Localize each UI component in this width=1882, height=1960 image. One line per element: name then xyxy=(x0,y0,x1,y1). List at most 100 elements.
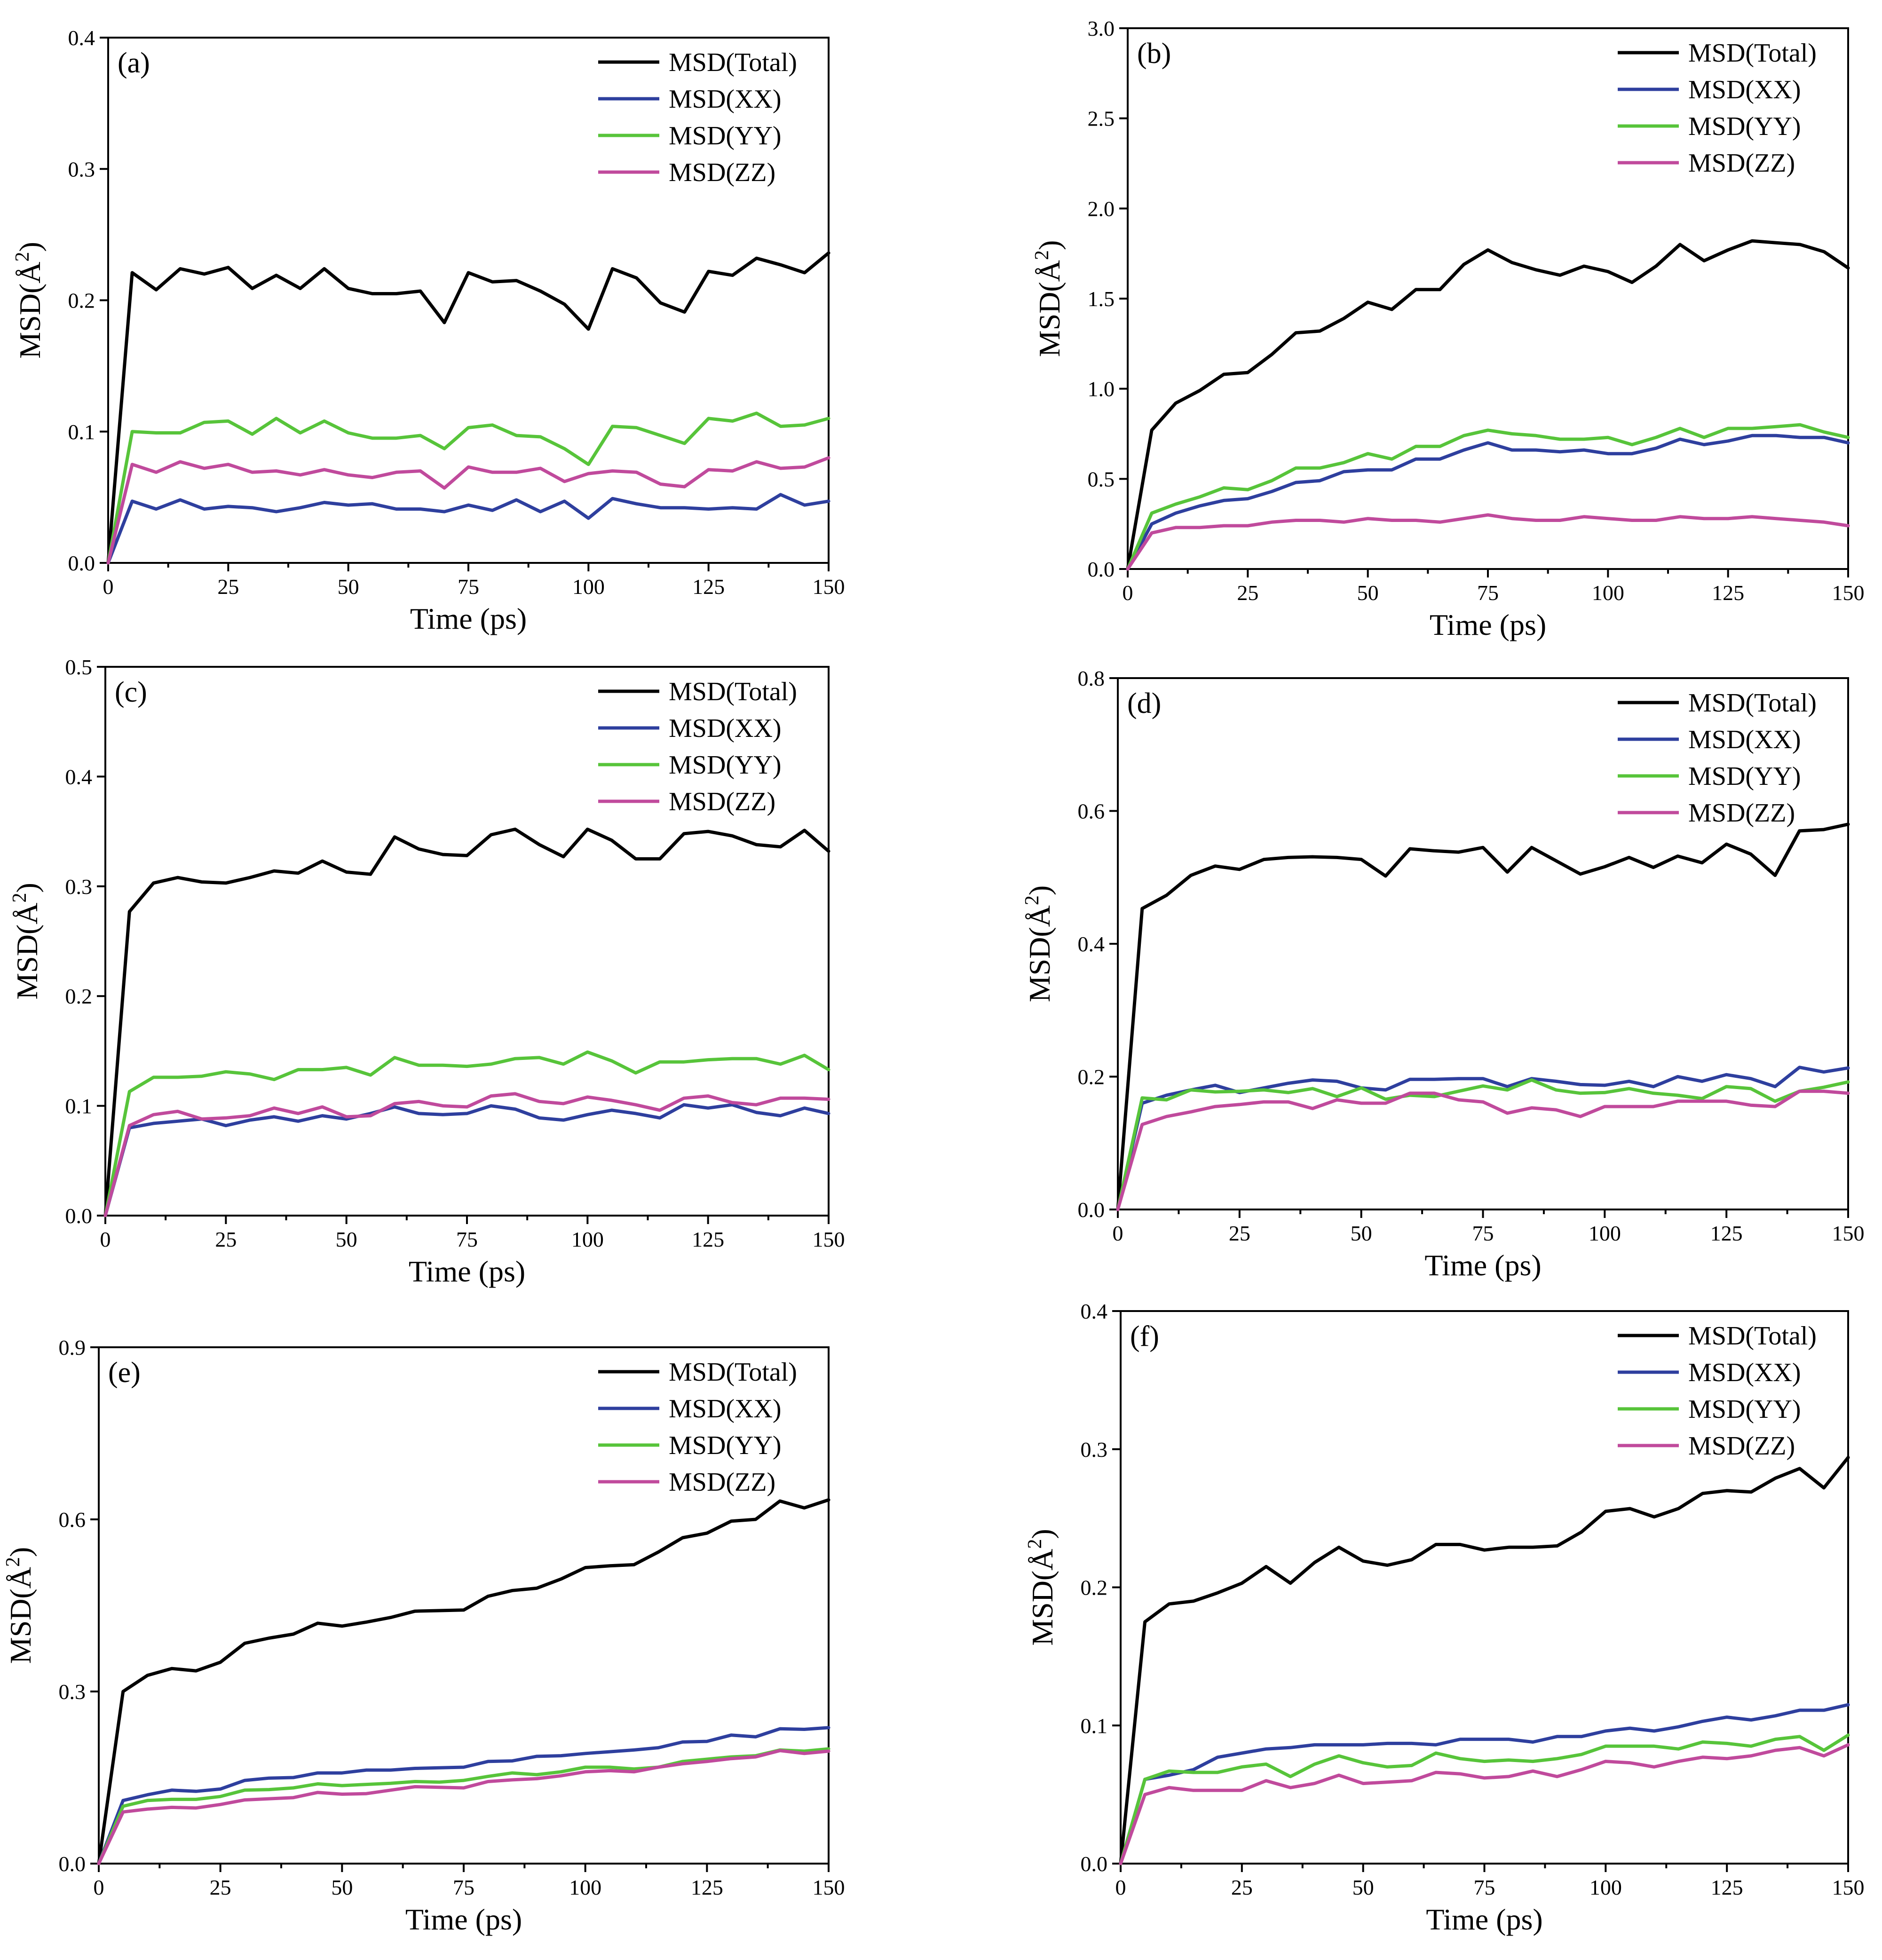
x-tick-label: 50 xyxy=(1351,1221,1372,1245)
x-tick-label: 150 xyxy=(1832,1221,1865,1245)
x-tick-label: 50 xyxy=(1357,581,1379,605)
y-tick-label: 0.0 xyxy=(65,1204,93,1228)
x-tick-label: 25 xyxy=(1229,1221,1250,1245)
legend-label-total: MSD(Total) xyxy=(669,677,797,706)
series-line-zz xyxy=(1119,1743,1850,1865)
y-axis-title: MSD(Å2) xyxy=(1021,885,1056,1003)
y-tick-label: 0.4 xyxy=(68,26,95,50)
series-line-xx xyxy=(97,1726,830,1865)
y-axis-title-main: MSD(Å xyxy=(10,903,44,1000)
panel-a: 0 25 50 75 100 125 150 0.0 0.1 0.2 0.3 0.4 Time (ps)… xyxy=(12,26,845,635)
x-tick-label: 50 xyxy=(331,1875,353,1899)
plot-frame xyxy=(104,666,830,1217)
y-axis-title-superscript: 2 xyxy=(1031,250,1053,260)
y-axis-title-end: ) xyxy=(13,242,47,252)
legend: MSD(Total) MSD(XX) MSD(YY) MSD(ZZ) xyxy=(598,1358,797,1497)
x-tick-label: 150 xyxy=(813,1875,845,1899)
x-axis-title: Time (ps) xyxy=(1426,1903,1542,1936)
series-line-total xyxy=(103,827,830,1217)
y-axis-title-end: ) xyxy=(1033,240,1066,250)
legend: MSD(Total) MSD(XX) MSD(YY) MSD(ZZ) xyxy=(598,48,797,187)
x-tick-label: 0 xyxy=(103,575,114,599)
legend-label-zz: MSD(ZZ) xyxy=(1688,798,1795,828)
legend-label-xx: MSD(XX) xyxy=(1688,75,1801,104)
series-line-total xyxy=(1119,1455,1850,1865)
x-tick-label: 25 xyxy=(210,1875,231,1899)
legend-label-xx: MSD(XX) xyxy=(1688,1358,1801,1387)
y-axis-title-end: ) xyxy=(10,883,44,893)
y-axis-title-superscript: 2 xyxy=(12,252,33,262)
x-tick-label: 150 xyxy=(1832,1875,1865,1899)
x-tick-label: 125 xyxy=(692,575,725,599)
legend-label-yy: MSD(YY) xyxy=(1688,762,1801,791)
series-line-yy xyxy=(97,1747,830,1865)
y-axis-title: MSD(Å2) xyxy=(2,1547,37,1664)
x-tick-label: 150 xyxy=(813,575,845,599)
series-line-zz xyxy=(103,1092,830,1217)
x-tick-label: 0 xyxy=(1123,581,1133,605)
series-line-xx xyxy=(106,493,830,565)
y-axis-title-main: MSD(Å xyxy=(1026,1549,1059,1646)
series-line-zz xyxy=(97,1749,830,1865)
x-tick-label: 25 xyxy=(217,575,239,599)
plot-frame xyxy=(107,37,830,564)
x-tick-label: 75 xyxy=(453,1875,474,1899)
x-tick-label: 75 xyxy=(1472,1221,1494,1245)
series-line-yy xyxy=(106,411,830,565)
y-tick-label: 0.0 xyxy=(59,1852,86,1876)
y-tick-label: 3.0 xyxy=(1088,16,1115,40)
x-tick-label: 25 xyxy=(1237,581,1258,605)
x-tick-label: 50 xyxy=(338,575,359,599)
y-axis-title: MSD(Å2) xyxy=(1031,240,1066,357)
y-axis-title-superscript: 2 xyxy=(1024,1539,1046,1549)
legend-label-yy: MSD(YY) xyxy=(669,1431,782,1460)
y-tick-label: 0.9 xyxy=(59,1336,86,1359)
y-tick-label: 1.0 xyxy=(1088,377,1115,401)
x-tick-label: 100 xyxy=(1589,1221,1621,1245)
y-tick-label: 0.2 xyxy=(68,289,95,313)
y-tick-label: 2.0 xyxy=(1088,197,1115,221)
panel-d: 0 25 50 75 100 125 150 0.0 0.2 0.4 0.6 0.8 Time (ps)… xyxy=(1021,666,1865,1282)
x-tick-label: 50 xyxy=(336,1227,357,1251)
x-tick-label: 150 xyxy=(1832,581,1865,605)
x-tick-label: 125 xyxy=(692,1227,724,1251)
legend-label-xx: MSD(XX) xyxy=(669,85,782,114)
x-tick-label: 0 xyxy=(94,1875,104,1899)
y-tick-label: 0.1 xyxy=(65,1094,93,1118)
legend: MSD(Total) MSD(XX) MSD(YY) MSD(ZZ) xyxy=(1618,39,1817,178)
panel-label: (a) xyxy=(118,47,150,79)
panel-label: (e) xyxy=(108,1357,141,1389)
y-tick-label: 0.2 xyxy=(1078,1065,1105,1089)
panel-b: 0 25 50 75 100 125 150 0.0 0.5 1.0 1.5 2.0 2.5 3.0 Tim… xyxy=(1031,16,1865,641)
y-axis-title-superscript: 2 xyxy=(2,1557,24,1567)
panel-f: 0 25 50 75 100 125 150 0.0 0.1 0.2 0.3 0.4 Time (ps)… xyxy=(1024,1299,1865,1936)
series-line-xx xyxy=(103,1103,830,1217)
x-tick-label: 75 xyxy=(458,575,479,599)
series-line-zz xyxy=(106,456,830,565)
series-line-xx xyxy=(1126,434,1850,571)
legend-label-total: MSD(Total) xyxy=(669,48,797,77)
y-tick-label: 0.0 xyxy=(1081,1852,1108,1876)
series-line-xx xyxy=(1119,1703,1850,1865)
x-tick-label: 0 xyxy=(1113,1221,1123,1245)
y-axis-title: MSD(Å2) xyxy=(1024,1529,1059,1646)
x-tick-label: 100 xyxy=(1592,581,1624,605)
legend-label-xx: MSD(XX) xyxy=(669,714,782,743)
legend-label-yy: MSD(YY) xyxy=(1688,112,1801,141)
panel-e: 0 25 50 75 100 125 150 0.0 0.3 0.6 0.9 Time (ps) MSD… xyxy=(2,1336,845,1936)
legend-label-zz: MSD(ZZ) xyxy=(669,1468,775,1497)
x-tick-label: 125 xyxy=(1710,1221,1743,1245)
y-axis-title-main: MSD(Å xyxy=(1023,905,1056,1002)
legend: MSD(Total) MSD(XX) MSD(YY) MSD(ZZ) xyxy=(598,677,797,816)
legend-label-xx: MSD(XX) xyxy=(1688,725,1801,754)
series-line-yy xyxy=(1119,1733,1850,1865)
x-axis-title: Time (ps) xyxy=(405,1903,522,1936)
x-tick-label: 100 xyxy=(569,1875,601,1899)
legend-label-total: MSD(Total) xyxy=(1688,1321,1817,1351)
x-tick-label: 0 xyxy=(100,1227,111,1251)
x-tick-label: 125 xyxy=(1712,581,1744,605)
x-tick-label: 100 xyxy=(1589,1875,1622,1899)
y-tick-label: 2.5 xyxy=(1088,107,1115,131)
y-tick-label: 1.5 xyxy=(1088,287,1115,311)
